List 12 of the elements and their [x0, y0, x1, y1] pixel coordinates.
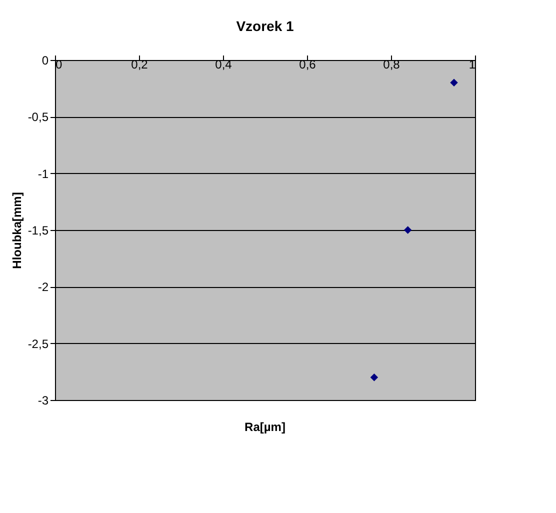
- y-axis-title: Hloubka[mm]: [10, 192, 24, 269]
- chart-title: Vzorek 1: [236, 18, 294, 34]
- y-tick-label: -3: [38, 394, 49, 408]
- x-axis-title: Ra[µm]: [244, 420, 286, 434]
- y-tick-label: -2: [38, 280, 49, 294]
- point: [450, 78, 458, 87]
- point: [404, 226, 412, 234]
- y-tick-label: -0,5: [28, 110, 49, 124]
- y-tick-label: -1: [38, 166, 49, 181]
- point: [370, 373, 378, 382]
- y-tick-label: -2,5: [28, 336, 49, 351]
- y-tick-label: -1,5: [28, 224, 49, 238]
